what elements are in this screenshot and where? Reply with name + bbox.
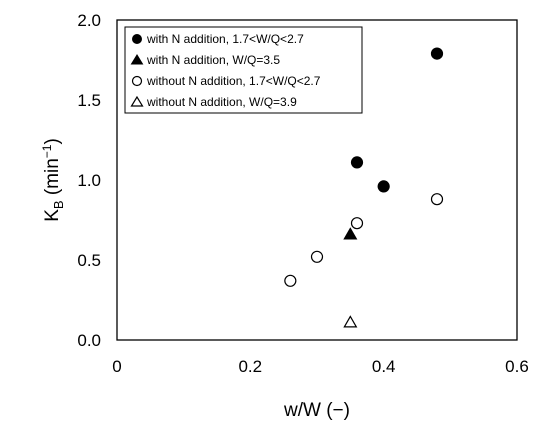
y-axis-label-unit-superscript: −1 (40, 144, 54, 158)
data-point-series-0-2 (430, 47, 444, 60)
x-axis-label: w/W (−) (283, 400, 350, 421)
data-point-series-2-2 (350, 217, 364, 230)
data-point-series-3-0 (343, 315, 358, 328)
y-tick-label: 0.0 (77, 331, 101, 350)
data-point-series-0-1 (377, 180, 390, 193)
data-point-series-1-0 (343, 227, 358, 240)
legend-marker-filled-circle (132, 34, 142, 44)
y-axis-label-main: K (42, 209, 63, 222)
x-tick-label: 0 (112, 357, 121, 376)
y-axis-label: KB (min−1) (40, 138, 66, 222)
legend-label: with N addition, W/Q=3.5 (146, 53, 280, 67)
legend-label: without N addition, W/Q=3.9 (146, 95, 297, 109)
y-axis-label-unit-close: ) (42, 138, 63, 144)
y-tick-label: 1.5 (77, 91, 101, 110)
y-tick-label: 0.5 (77, 251, 101, 270)
legend-label: with N addition, 1.7<W/Q<2.7 (146, 32, 304, 46)
data-point-series-2-3 (430, 193, 444, 206)
legend-label: without N addition, 1.7<W/Q<2.7 (146, 74, 321, 88)
data-point-series-2-0 (284, 274, 297, 287)
y-tick-label: 2.0 (77, 11, 101, 30)
legend-marker-filled-triangle (130, 54, 144, 65)
legend-marker-open-triangle (130, 95, 144, 107)
y-axis-label-unit: (min (42, 158, 63, 200)
y-tick-label: 1.0 (77, 171, 101, 190)
y-axis-label-subscript: B (51, 200, 66, 209)
legend-box (124, 26, 363, 114)
x-tick-label: 0.4 (372, 357, 396, 376)
plot-area (116, 19, 518, 341)
data-points (284, 47, 444, 328)
x-tick-label: 0.6 (505, 357, 529, 376)
data-point-series-0-0 (350, 156, 364, 169)
x-tick-label: 0.2 (238, 357, 262, 376)
data-point-series-2-1 (310, 250, 324, 263)
legend-marker-open-circle (131, 75, 143, 87)
